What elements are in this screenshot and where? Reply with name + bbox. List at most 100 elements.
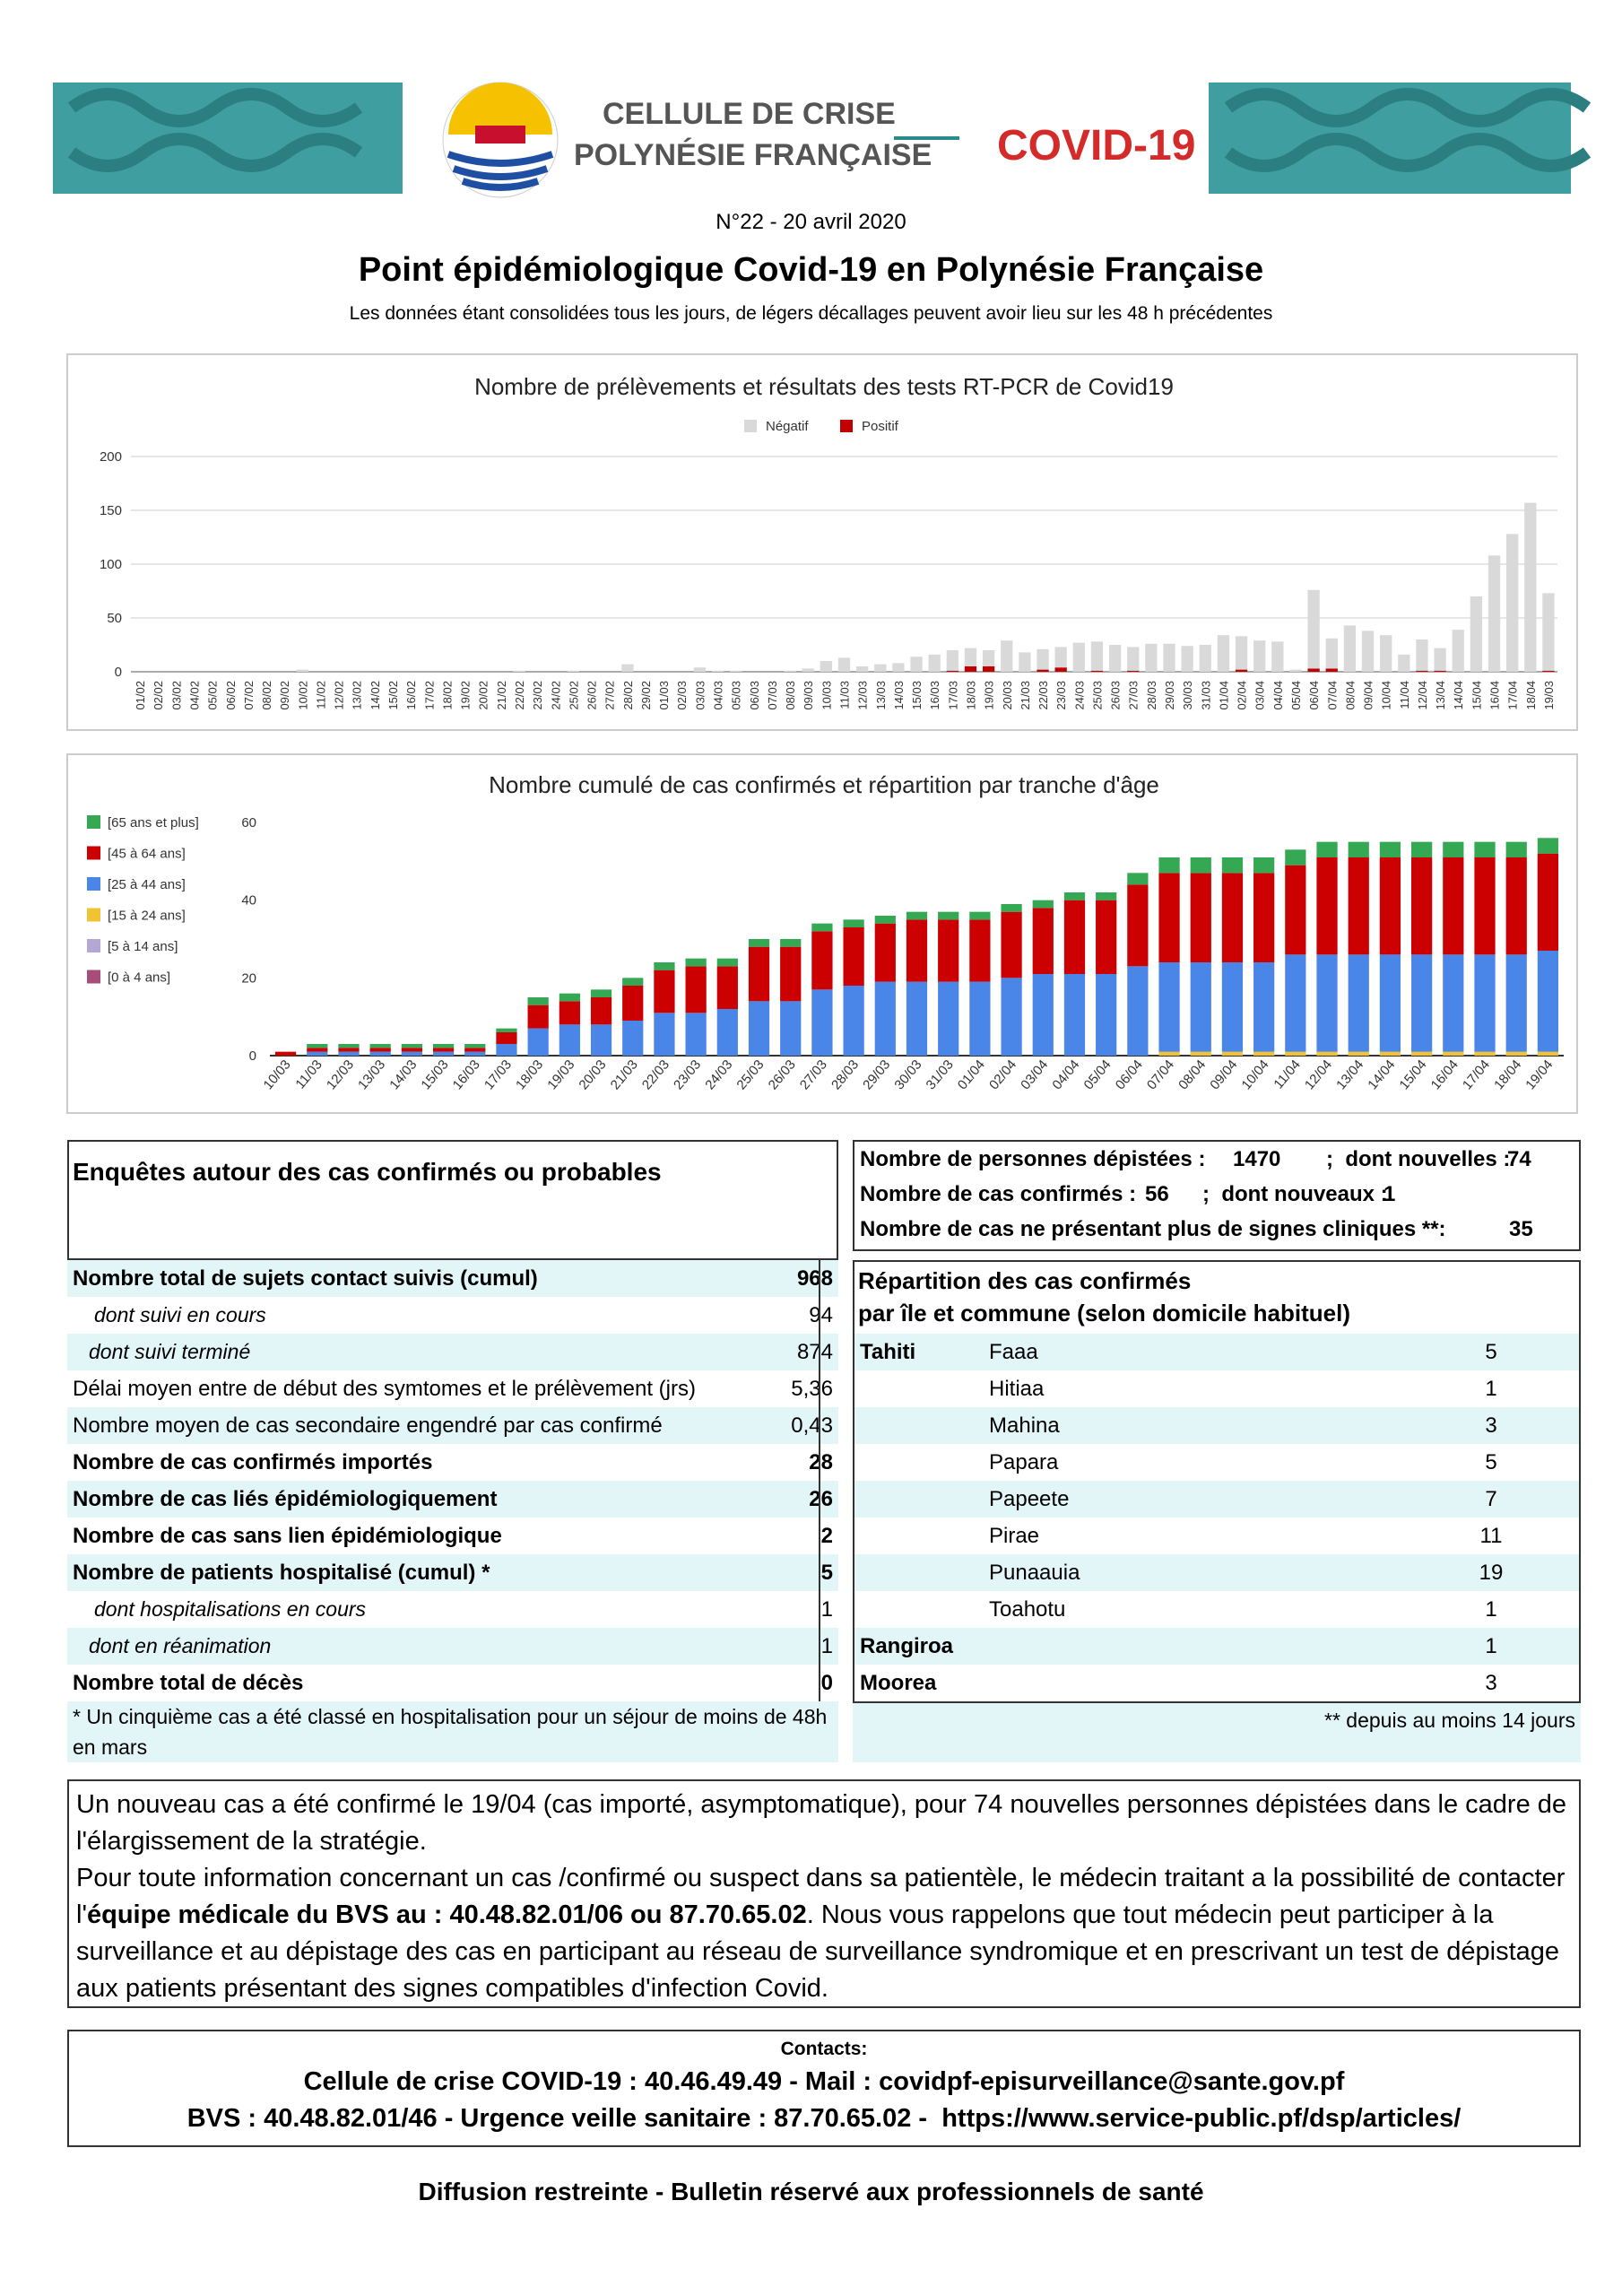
cell-border (819, 1665, 820, 1701)
bar-segment (1542, 593, 1555, 671)
bar-segment (1470, 596, 1483, 672)
bar-segment (1032, 900, 1054, 909)
table-row: dont suivi terminé 874 (67, 1334, 838, 1370)
message-p1: Un nouveau cas a été confirmé le 19/04 (… (76, 1790, 1567, 1856)
x-tick-label: 26/03 (1109, 681, 1123, 710)
bar-segment (1108, 645, 1122, 672)
title: Point épidémiologique Covid-19 en Polyné… (358, 251, 1264, 289)
x-tick-label: 09/02 (278, 681, 291, 710)
x-tick-label: 26/03 (766, 1057, 799, 1093)
x-tick-label: 13/02 (351, 681, 364, 710)
bar-segment (1063, 974, 1086, 1056)
x-tick-label: 19/03 (1542, 681, 1556, 710)
bar-segment (874, 981, 896, 1056)
bar-segment (1416, 639, 1428, 671)
x-tick-label: 21/03 (1019, 681, 1032, 710)
legend-swatch (87, 939, 100, 952)
bar-segment (1506, 534, 1519, 672)
x-tick-label: 17/03 (946, 681, 959, 710)
bar-segment (1285, 954, 1306, 1052)
x-tick-label: 01/03 (657, 681, 671, 710)
island: Rangiroa (860, 1634, 954, 1658)
bar-segment (693, 667, 707, 672)
legend-label: Négatif (766, 419, 809, 434)
bar-segment (1474, 1051, 1496, 1056)
row-label: Nombre total de décès (73, 1671, 304, 1695)
x-tick-label: 14/04 (1365, 1057, 1398, 1093)
x-tick-label: 20/03 (576, 1057, 609, 1093)
bar-segment (685, 958, 707, 967)
bar-segment (802, 668, 814, 672)
row-label: dont en réanimation (89, 1634, 272, 1657)
row-label: Nombre de cas sans lien épidémiologique (73, 1524, 502, 1548)
bar-segment (307, 1051, 328, 1056)
bar-segment (1505, 954, 1527, 1052)
bar-segment (527, 1028, 549, 1056)
x-tick-label: 14/03 (386, 1057, 420, 1093)
subtitle: Les données étant consolidées tous les j… (349, 303, 1273, 324)
x-tick-label: 15/04 (1470, 681, 1483, 710)
x-tick-label: 24/03 (702, 1057, 735, 1093)
x-tick-label: 06/02 (224, 681, 238, 710)
bar-segment (716, 958, 738, 967)
table-row: Nombre total de sujets contact suivis (c… (67, 1260, 838, 1297)
bar-segment (401, 1051, 422, 1056)
x-tick-label: 29/02 (639, 681, 653, 710)
bar-segment (1343, 625, 1357, 672)
x-tick-label: 02/04 (986, 1057, 1019, 1093)
bar-segment (296, 669, 308, 672)
bar-segment (654, 1013, 675, 1056)
legend-swatch (87, 815, 100, 829)
bar-segment (780, 939, 802, 947)
x-tick-label: 25/02 (567, 681, 580, 710)
x-tick-label: 30/03 (891, 1057, 924, 1093)
bar-segment (1127, 966, 1149, 1056)
x-tick-label: 01/04 (955, 1057, 988, 1093)
bar-segment (369, 1044, 391, 1048)
x-tick-label: 03/04 (1253, 681, 1267, 710)
bar-segment (1285, 1051, 1306, 1056)
bar-segment (1001, 640, 1013, 672)
bar-segment (1019, 652, 1031, 672)
x-tick-label: 17/03 (481, 1057, 515, 1093)
cell-border (819, 1481, 820, 1518)
bar-segment (730, 670, 742, 672)
bar-segment (1443, 841, 1464, 857)
bar-segment (1127, 884, 1149, 967)
bar-segment (1271, 641, 1284, 672)
row-value: 968 (796, 1266, 833, 1291)
bar-segment (1307, 589, 1320, 669)
pattern (1224, 88, 1592, 172)
x-tick-label: 19/03 (544, 1057, 577, 1093)
summary-label: ; dont nouvelles : (1326, 1147, 1511, 1171)
table-row: Rangiroa 1 (854, 1628, 1579, 1665)
bar-segment (982, 666, 995, 672)
x-tick-label: 12/03 (324, 1057, 357, 1093)
x-tick-label: 19/03 (983, 681, 996, 710)
count: 1 (1485, 1377, 1497, 1401)
legend-label: [5 à 14 ans] (108, 939, 178, 954)
legend-swatch (744, 420, 757, 432)
bar-segment (969, 919, 991, 982)
bar-segment (938, 919, 959, 982)
x-tick-label: 24/02 (549, 681, 562, 710)
x-tick-label: 23/02 (531, 681, 544, 710)
x-tick-label: 07/03 (766, 681, 779, 710)
bar-segment (567, 670, 580, 672)
cell-border (819, 1591, 820, 1628)
bar-segment (274, 1051, 297, 1056)
y-tick-label: 20 (241, 970, 256, 986)
row-value: 5,36 (791, 1377, 833, 1401)
bar-segment (1542, 670, 1555, 672)
cell-border (819, 1444, 820, 1481)
distribution-footnote: ** depuis au moins 14 jours (853, 1703, 1581, 1762)
x-tick-label: 13/03 (355, 1057, 388, 1093)
bar-segment (338, 1051, 360, 1056)
count: 1 (1485, 1597, 1497, 1622)
x-tick-label: 31/03 (924, 1057, 957, 1093)
bar-segment (622, 986, 644, 1021)
x-tick-label: 22/03 (1037, 681, 1050, 710)
bar-segment (338, 1048, 360, 1052)
legend-label: [65 ans et plus] (108, 815, 199, 831)
x-tick-label: 18/04 (1524, 681, 1538, 710)
